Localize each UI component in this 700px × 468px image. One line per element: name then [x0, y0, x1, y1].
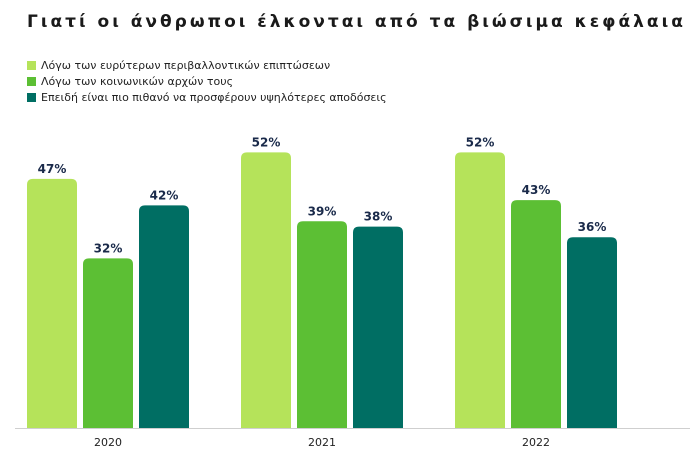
- legend-item-environmental: Λόγω των ευρύτερων περιβαλλοντικών επιπτ…: [27, 58, 387, 73]
- bar-2022-series-0: [455, 152, 505, 428]
- legend-swatch-returns: [27, 93, 36, 102]
- data-label-2022-series-0: 52%: [466, 135, 495, 149]
- data-label-2020-series-2: 42%: [150, 188, 179, 202]
- data-label-2020-series-1: 32%: [94, 241, 123, 255]
- legend-label-environmental: Λόγω των ευρύτερων περιβαλλοντικών επιπτ…: [41, 59, 331, 72]
- bar-2020-series-1: [83, 258, 133, 428]
- chart-title: Γιατί οι άνθρωποι έλκονται από τα βιώσιμ…: [27, 12, 686, 32]
- data-label-2021-series-2: 38%: [364, 210, 393, 224]
- bar-2021-series-2: [353, 226, 403, 428]
- bar-2022-series-2: [567, 237, 617, 428]
- bar-2021-series-0: [241, 152, 291, 428]
- bar-2020-series-0: [27, 178, 77, 428]
- x-tick-label-2020: 2020: [94, 436, 122, 449]
- legend-label-returns: Επειδή είναι πιο πιθανό να προσφέρουν υψ…: [41, 91, 387, 104]
- data-label-2021-series-0: 52%: [252, 135, 281, 149]
- x-tick-label-2021: 2021: [308, 436, 336, 449]
- data-label-2021-series-1: 39%: [308, 204, 337, 218]
- bar-2022-series-1: [511, 200, 561, 428]
- legend-label-social: Λόγω των κοινωνικών αρχών τους: [41, 75, 234, 88]
- data-label-2020-series-0: 47%: [38, 162, 67, 176]
- data-label-2022-series-1: 43%: [522, 183, 551, 197]
- legend-item-social: Λόγω των κοινωνικών αρχών τους: [27, 74, 387, 89]
- legend: Λόγω των ευρύτερων περιβαλλοντικών επιπτ…: [27, 58, 387, 106]
- legend-swatch-environmental: [27, 61, 36, 70]
- legend-item-returns: Επειδή είναι πιο πιθανό να προσφέρουν υψ…: [27, 90, 387, 105]
- x-tick-label-2022: 2022: [522, 436, 550, 449]
- bar-2020-series-2: [139, 205, 189, 428]
- legend-swatch-social: [27, 77, 36, 86]
- data-label-2022-series-2: 36%: [578, 220, 607, 234]
- bar-2021-series-1: [297, 221, 347, 428]
